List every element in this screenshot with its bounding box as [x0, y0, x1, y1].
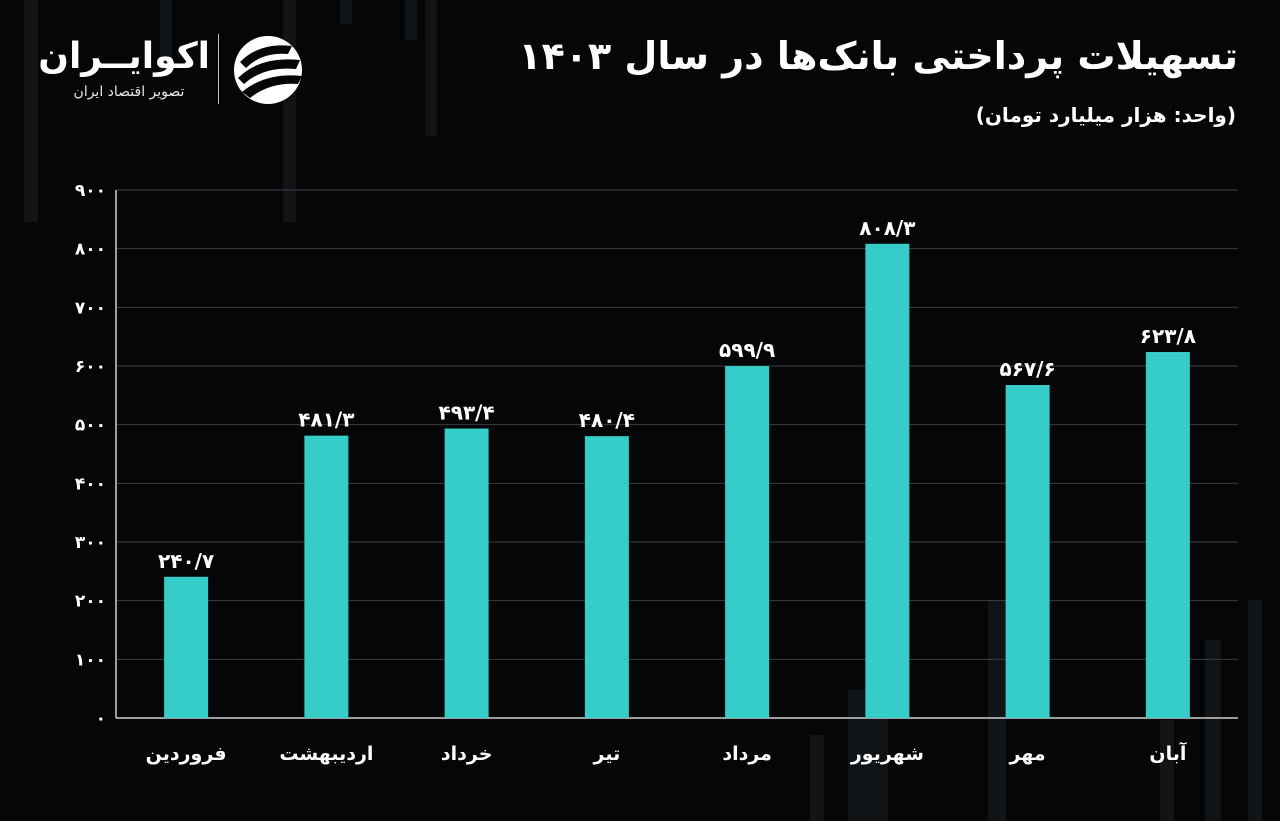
bar [1005, 385, 1050, 718]
chart-title: تسهیلات پرداختی بانک‌ها در سال ۱۴۰۳ [518, 34, 1238, 78]
bars [164, 243, 1190, 718]
bar [304, 435, 349, 718]
y-tick-label: ۹۰۰ [75, 181, 106, 201]
y-tick-label: ۷۰۰ [75, 298, 106, 318]
logo-name: اکوایــران [38, 36, 210, 77]
x-tick-label: آبان [1149, 741, 1186, 765]
y-axis-ticks: ۰ ۱۰۰ ۲۰۰ ۳۰۰ ۴۰۰ ۵۰۰ ۶۰۰ ۷۰۰ ۸۰۰ ۹۰۰ [75, 181, 106, 729]
logo-divider [218, 34, 219, 104]
grid-lines [115, 189, 1238, 719]
x-tick-label: خرداد [441, 743, 493, 765]
data-label: ۶۲۳/۸ [1140, 324, 1196, 348]
data-label: ۸۰۸/۳ [859, 216, 915, 240]
x-tick-label: شهریور [850, 743, 924, 765]
bar [1145, 352, 1190, 718]
data-labels: ۲۴۰/۷ ۴۸۱/۳ ۴۹۳/۴ ۴۸۰/۴ ۵۹۹/۹ ۸۰۸/۳ ۵۶۷/۶ ۶۲۳/۸ [158, 216, 1196, 573]
x-tick-label: فروردین [146, 743, 227, 765]
data-label: ۲۴۰/۷ [158, 549, 214, 573]
y-tick-label: ۱۰۰ [75, 650, 106, 670]
y-tick-label: ۲۰۰ [75, 592, 106, 612]
x-tick-label: مهر [1009, 743, 1046, 765]
chart-unit-label: (واحد: هزار میلیارد تومان) [975, 103, 1236, 127]
logo-tagline: تصویر اقتصاد ایران [73, 84, 185, 100]
data-label: ۵۶۷/۶ [1000, 357, 1056, 381]
x-tick-label: مرداد [722, 743, 772, 765]
data-label: ۴۹۳/۴ [439, 401, 495, 425]
data-label: ۵۹۹/۹ [719, 338, 775, 362]
y-tick-label: ۳۰۰ [75, 533, 106, 553]
y-tick-label: ۶۰۰ [75, 357, 106, 377]
x-tick-label: تیر [593, 743, 621, 765]
bar [444, 428, 489, 718]
bar [725, 366, 770, 718]
ecoiran-logo: اکوایــران تصویر اقتصاد ایران [38, 30, 318, 110]
data-label: ۴۸۱/۳ [298, 408, 354, 432]
bar [584, 436, 629, 718]
y-tick-label: ۰ [96, 709, 106, 729]
y-tick-label: ۸۰۰ [75, 240, 106, 260]
data-label: ۴۸۰/۴ [579, 408, 635, 432]
x-tick-label: اردیبهشت [279, 743, 373, 765]
x-axis-ticks: فروردین اردیبهشت خرداد تیر مرداد شهریور مهر آبا… [146, 741, 1187, 765]
y-tick-label: ۴۰۰ [75, 474, 106, 494]
y-tick-label: ۵۰۰ [75, 416, 106, 436]
ecoiran-swirl-icon [234, 36, 302, 104]
bar [865, 243, 910, 718]
bar [164, 576, 209, 718]
